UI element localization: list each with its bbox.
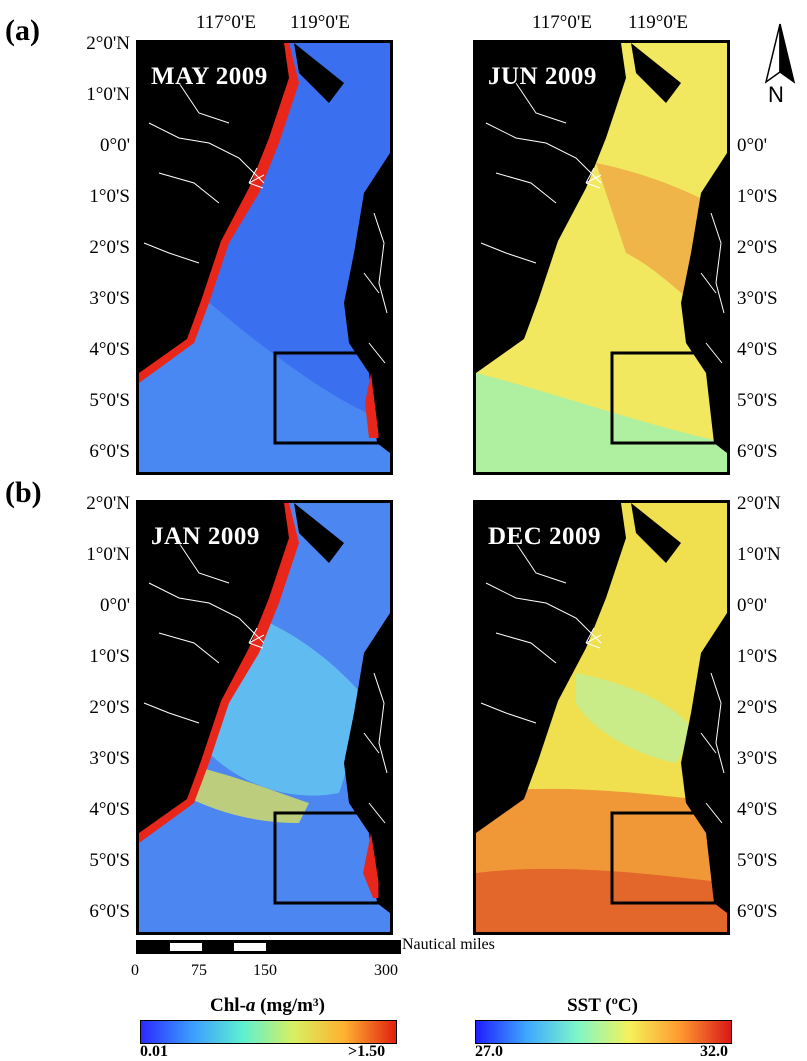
map-dec-svg [476, 503, 727, 932]
chl-title-prefix: Chl- [210, 995, 246, 1016]
lat-tick-b-left-3: 1°0'S [89, 646, 130, 667]
map-jun-2009: JUN 2009 [473, 40, 730, 475]
lat-tick-a-left-3: 1°0'S [89, 186, 130, 207]
sst-colorbar-min: 27.0 [475, 1043, 503, 1060]
lat-tick-b-left-1: 1°0'N [86, 544, 130, 565]
map-dec-2009: DEC 2009 [473, 500, 730, 935]
map-jun-svg [476, 43, 727, 472]
panel-a-label: (a) [5, 14, 40, 47]
lat-tick-b-left-2: 0°0' [99, 595, 130, 616]
lat-tick-b-right-1: 1°0'N [737, 544, 781, 565]
lat-tick-b-left-6: 4°0'S [89, 799, 130, 820]
lat-tick-b-right-6: 4°0'S [737, 799, 778, 820]
lat-tick-a-left-0: 2°0'N [86, 33, 130, 54]
scale-bar-seg-1 [170, 943, 202, 951]
chl-colorbar-title: Chl-a (mg/m³) [140, 995, 395, 1017]
sst-colorbar-max: 32.0 [700, 1043, 728, 1060]
lat-tick-a-right-3: 1°0'S [737, 186, 778, 207]
lat-tick-b-right-4: 2°0'S [737, 697, 778, 718]
scale-label-0: 0 [131, 962, 139, 979]
north-arrow: N [758, 20, 802, 112]
scale-label-75: 75 [191, 962, 207, 979]
lat-tick-b-right-5: 3°0'S [737, 748, 778, 769]
lat-tick-a-left-1: 1°0'N [86, 84, 130, 105]
lat-tick-a-right-7: 5°0'S [737, 390, 778, 411]
scale-bar-unit: Nautical miles [402, 936, 495, 953]
map-dec-title: DEC 2009 [488, 523, 602, 550]
lat-tick-b-right-0: 2°0'N [737, 493, 781, 514]
scale-label-300: 300 [374, 962, 398, 979]
map-jan-2009: JAN 2009 [136, 500, 393, 935]
lat-tick-b-right-3: 1°0'S [737, 646, 778, 667]
lon-tick-119-left: 119°0'E [290, 12, 350, 33]
lat-tick-b-left-5: 3°0'S [89, 748, 130, 769]
chl-colorbar-min: 0.01 [140, 1043, 168, 1060]
lon-tick-117-left: 117°0'E [196, 12, 256, 33]
north-letter: N [768, 82, 784, 107]
scale-label-150: 150 [253, 962, 277, 979]
lat-tick-b-right-7: 5°0'S [737, 850, 778, 871]
map-jan-title: JAN 2009 [151, 523, 260, 550]
north-arrow-icon [764, 23, 796, 84]
lat-tick-a-right-2: 0°0' [737, 135, 768, 156]
lon-tick-119-right: 119°0'E [628, 12, 688, 33]
lat-tick-b-right-8: 6°0'S [737, 901, 778, 922]
chl-title-italic: a [245, 995, 256, 1016]
map-jun-title: JUN 2009 [488, 63, 597, 90]
lat-tick-a-left-2: 0°0' [99, 135, 130, 156]
map-may-svg [139, 43, 390, 472]
chl-colorbar [140, 1020, 397, 1044]
lat-tick-b-left-4: 2°0'S [89, 697, 130, 718]
sst-colorbar [475, 1020, 732, 1044]
scale-bar-seg-2 [234, 943, 266, 951]
map-jan-svg [139, 503, 390, 932]
lat-tick-a-left-4: 2°0'S [89, 237, 130, 258]
scale-bar [136, 940, 401, 954]
lat-tick-a-right-6: 4°0'S [737, 339, 778, 360]
lon-tick-117-right: 117°0'E [532, 12, 592, 33]
lat-tick-b-left-8: 6°0'S [89, 901, 130, 922]
lat-tick-a-right-5: 3°0'S [737, 288, 778, 309]
lat-tick-b-left-7: 5°0'S [89, 850, 130, 871]
chl-title-suffix: (mg/m³) [255, 995, 325, 1016]
map-may-2009: MAY 2009 [136, 40, 393, 475]
chl-colorbar-max: >1.50 [348, 1043, 386, 1060]
lat-tick-b-right-2: 0°0' [737, 595, 768, 616]
lat-tick-b-left-0: 2°0'N [86, 493, 130, 514]
panel-b-label: (b) [5, 476, 42, 509]
lat-tick-a-left-7: 5°0'S [89, 390, 130, 411]
lat-tick-a-right-4: 2°0'S [737, 237, 778, 258]
lat-tick-a-left-8: 6°0'S [89, 441, 130, 462]
lat-tick-a-left-6: 4°0'S [89, 339, 130, 360]
map-may-title: MAY 2009 [151, 63, 268, 90]
lat-tick-a-right-8: 6°0'S [737, 441, 778, 462]
lat-tick-a-left-5: 3°0'S [89, 288, 130, 309]
sst-colorbar-title: SST (ºC) [567, 995, 638, 1016]
